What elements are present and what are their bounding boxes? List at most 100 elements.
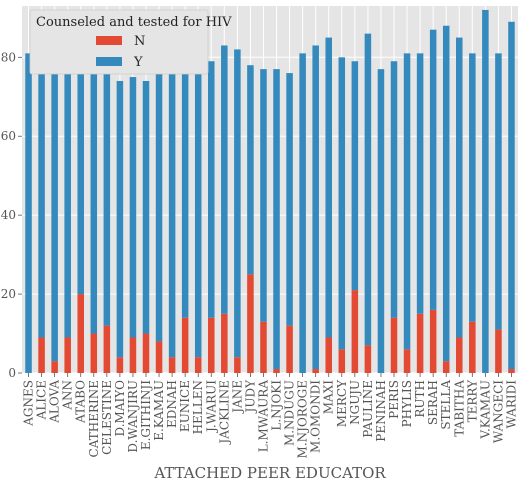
- bar-y-e-githinji: [142, 80, 150, 334]
- bar-n-mercy: [338, 349, 346, 373]
- bar-n-waridi: [508, 369, 515, 373]
- bar-y-terry: [469, 53, 476, 322]
- y-axis-ticks: 0 20 40 60 80: [1, 50, 22, 380]
- legend-swatch-n: [96, 36, 122, 45]
- x-tick-label: ATABO: [74, 380, 88, 424]
- bar-n-nguju: [351, 290, 359, 373]
- y-tick-label: 20: [1, 287, 16, 301]
- x-tick-label: EUNICE: [178, 380, 192, 432]
- bar-n-judy: [247, 274, 254, 373]
- x-tick-label: PENINAH: [374, 380, 388, 442]
- bar-n-atabo: [77, 294, 84, 373]
- bar-y-jane: [234, 49, 241, 358]
- bar-y-judy: [247, 65, 254, 275]
- bar-y-d-wanjiru: [129, 77, 137, 338]
- bar-n-alova: [51, 361, 58, 373]
- bar-n-ann: [64, 337, 71, 373]
- bar-n-l-mwaura: [260, 321, 267, 373]
- x-tick-label: L.NJOKI: [270, 380, 284, 431]
- bar-y-e-kamau: [155, 61, 163, 342]
- x-tick-label: ALICE: [35, 380, 49, 420]
- bar-n-j-warui: [208, 317, 215, 373]
- bar-y-phylis: [403, 53, 411, 350]
- legend-swatch-y: [96, 57, 122, 66]
- x-axis-label: ATTACHED PEER EDUCATOR: [153, 464, 386, 482]
- bar-y-ann: [64, 49, 71, 338]
- x-tick-label: E.KAMAU: [152, 380, 166, 441]
- bar-y-pauline: [364, 33, 372, 346]
- bar-n-jane: [234, 357, 241, 373]
- x-tick-label: ALOVA: [48, 380, 62, 424]
- bar-n-m-ndugu: [286, 325, 293, 373]
- x-tick-label: PERIS: [387, 380, 401, 419]
- x-tick-label: EDNAH: [165, 380, 179, 428]
- bar-y-atabo: [77, 25, 84, 295]
- x-tick-label: RUTH: [413, 380, 427, 418]
- legend: Counseled and tested for HIV N Y: [29, 9, 232, 75]
- bar-y-agnes: [25, 53, 32, 374]
- x-tick-label: ANN: [61, 380, 75, 411]
- bar-n-eunice: [181, 317, 189, 373]
- x-tick-label: STELLA: [439, 380, 453, 430]
- x-tick-label: D.MAIYO: [113, 380, 127, 437]
- x-tick-label: PHYLIS: [400, 380, 414, 427]
- x-tick-label: JACKLINE: [217, 380, 231, 446]
- bar-n-catherine: [90, 333, 98, 373]
- y-tick-label: 0: [8, 366, 16, 380]
- y-tick-label: 40: [1, 208, 16, 222]
- x-tick-label: WARIDI: [504, 380, 518, 429]
- bar-y-j-warui: [208, 61, 215, 318]
- y-tick-label: 60: [1, 129, 16, 143]
- bar-y-m-omondi: [312, 45, 319, 370]
- x-tick-label: L.MWAURA: [256, 380, 270, 453]
- x-tick-label: J.WARUI: [204, 380, 218, 434]
- x-tick-label: JUDY: [243, 379, 257, 415]
- bar-y-serah: [429, 29, 437, 310]
- bar-y-d-maiyo: [116, 80, 124, 358]
- x-tick-label: PAULINE: [361, 380, 375, 438]
- legend-label-n: N: [134, 34, 145, 49]
- legend-title: Counseled and tested for HIV: [36, 15, 232, 30]
- bar-y-peninah: [377, 69, 385, 374]
- bar-n-jackline: [221, 313, 228, 373]
- bar-y-waridi: [508, 21, 515, 370]
- bar-y-alice: [38, 37, 45, 338]
- x-tick-label: CATHERINE: [87, 380, 101, 457]
- bar-y-v-kamau: [482, 9, 489, 374]
- bar-n-alice: [38, 337, 45, 373]
- bar-y-maxi: [325, 37, 332, 338]
- legend-label-y: Y: [133, 55, 143, 70]
- bar-n-terry: [469, 321, 476, 373]
- x-tick-label: CELESTINE: [100, 380, 114, 455]
- x-tick-label: WANGECI: [491, 380, 505, 443]
- bar-n-wangeci: [495, 329, 502, 373]
- x-tick-label: D.WANJIRU: [126, 380, 140, 453]
- x-tick-label: AGNES: [22, 380, 36, 427]
- bar-y-alova: [51, 69, 58, 362]
- bar-n-ruth: [416, 313, 424, 373]
- bar-y-ednah: [168, 53, 176, 358]
- x-tick-label: JANE: [230, 380, 244, 415]
- x-axis-ticks: AGNES ALICE ALOVA ANN ATABO CATHERINE CELESTIN…: [22, 373, 518, 458]
- bar-n-pauline: [364, 345, 372, 373]
- bar-y-tabitha: [456, 37, 463, 338]
- bar-y-hellen: [194, 25, 202, 358]
- x-tick-label: SERAH: [426, 380, 440, 425]
- bar-y-jackline: [221, 45, 228, 314]
- bar-y-m-ndugu: [286, 73, 293, 326]
- bar-y-mercy: [338, 57, 346, 350]
- x-tick-label: M.OMONDI: [309, 380, 323, 453]
- bar-n-e-kamau: [155, 341, 163, 373]
- x-tick-label: M.NDUGU: [283, 380, 297, 446]
- x-tick-label: V.KAMAU: [478, 380, 492, 440]
- bar-y-l-njoki: [273, 69, 280, 370]
- bar-n-stella: [442, 361, 450, 373]
- bar-n-celestine: [103, 325, 111, 373]
- bar-n-phylis: [403, 349, 411, 373]
- bar-y-peris: [390, 61, 398, 318]
- bar-y-ruth: [416, 53, 424, 314]
- bar-n-l-njoki: [273, 369, 280, 373]
- bar-n-d-wanjiru: [129, 337, 137, 373]
- x-tick-label: MAXI: [322, 380, 336, 414]
- bar-n-tabitha: [456, 337, 463, 373]
